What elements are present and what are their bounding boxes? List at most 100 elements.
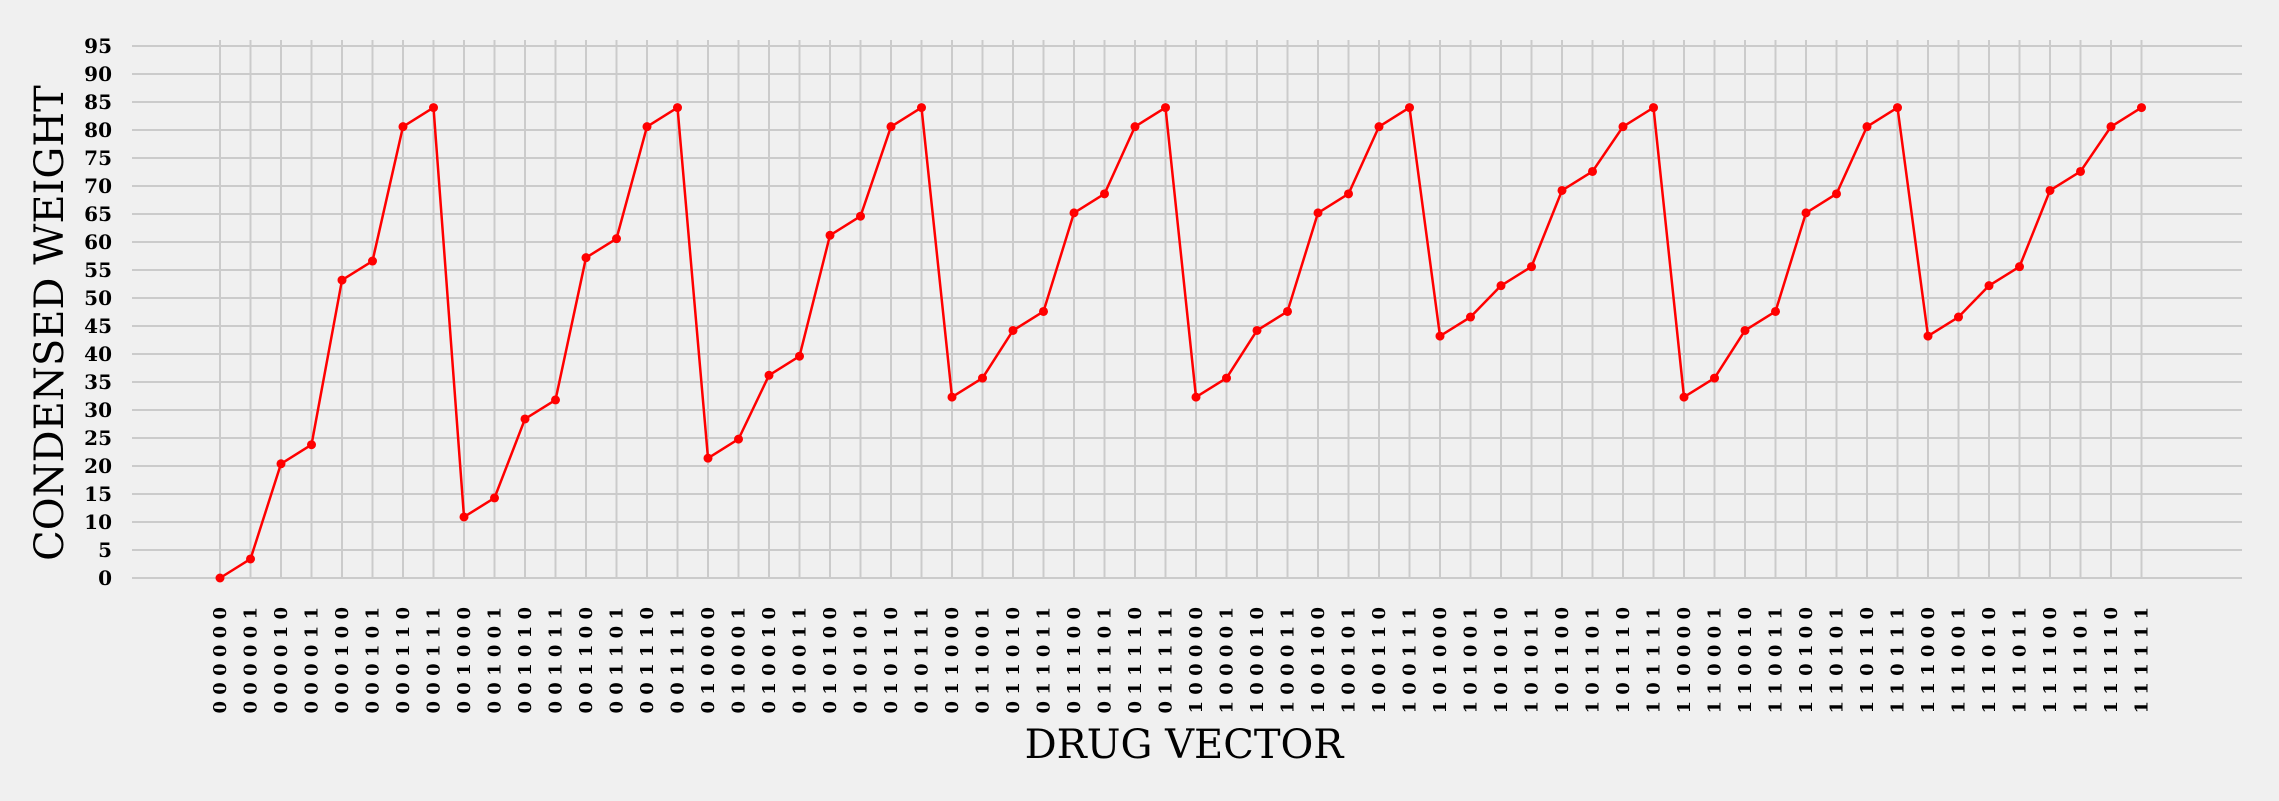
y-tick-label: 5	[98, 538, 112, 562]
data-point	[1527, 262, 1536, 272]
data-points	[215, 103, 2146, 583]
x-tick-label: 1 0 0 1 0 0	[1308, 607, 1329, 713]
x-tick-label: 1 0 0 0 1 0	[1247, 607, 1268, 713]
data-point	[2015, 262, 2024, 272]
data-point	[398, 122, 408, 132]
x-tick-label: 1 1 1 1 1 0	[2101, 607, 2122, 713]
y-tick-label: 0	[98, 566, 112, 590]
x-tick-label: 1 0 1 1 1 0	[1613, 607, 1634, 713]
series-line	[219, 106, 2143, 580]
x-tick-label: 0 1 0 1 1 1	[912, 607, 933, 713]
x-tick-label: 1 0 1 0 0 0	[1430, 607, 1451, 713]
data-point	[1466, 312, 1475, 322]
y-tick-label: 30	[84, 398, 112, 422]
data-point	[246, 554, 255, 564]
x-tick-labels: 0 0 0 0 0 0 0 0 0 0 0 1 0 0 0 0 1 0 0 0 0 0…	[210, 607, 2153, 713]
data-point	[2045, 185, 2055, 195]
x-tick-label: 0 0 0 0 1 0	[271, 607, 292, 713]
x-tick-label: 0 1 1 0 0 1	[973, 607, 994, 713]
x-tick-label: 0 0 0 0 0 1	[241, 607, 262, 713]
x-tick-label: 1 0 0 1 0 1	[1339, 607, 1360, 713]
y-tick-label: 80	[84, 118, 112, 142]
data-point	[612, 234, 621, 244]
x-tick-label: 1 0 1 1 1 1	[1644, 607, 1665, 713]
x-tick-label: 1 1 0 0 1 0	[1735, 607, 1756, 713]
data-point	[581, 253, 591, 263]
data-point	[673, 103, 682, 113]
data-point	[1313, 208, 1323, 218]
grid	[132, 40, 2242, 579]
x-tick-label: 0 0 1 1 1 1	[668, 607, 689, 713]
x-tick-label: 1 0 0 1 1 0	[1369, 607, 1390, 713]
data-point	[1740, 325, 1750, 335]
data-point	[337, 275, 347, 285]
x-tick-label: 0 0 1 0 1 1	[546, 607, 567, 713]
y-tick-labels: 0 5 10 15 20 25 30 35 40 45 50 55 60 65 70 75 80 85 90 95	[84, 34, 112, 590]
data-point	[917, 103, 926, 113]
data-point	[1801, 208, 1811, 218]
x-tick-label: 0 1 0 1 0 0	[820, 607, 841, 713]
data-point	[1008, 325, 1018, 335]
data-point	[276, 459, 286, 469]
y-tick-label: 35	[84, 370, 112, 394]
data-point	[307, 440, 316, 450]
x-tick-label: 1 1 0 0 0 1	[1705, 607, 1726, 713]
y-axis-label: CONDENSED WEIGHT	[27, 85, 73, 561]
x-tick-label: 0 0 0 0 1 1	[302, 607, 323, 713]
x-tick-label: 0 0 1 1 0 0	[576, 607, 597, 713]
data-point	[368, 256, 377, 266]
data-point	[1649, 103, 1658, 113]
data-point	[1344, 189, 1353, 199]
x-tick-label: 0 1 0 1 1 0	[881, 607, 902, 713]
data-point	[459, 512, 469, 522]
data-point	[1862, 122, 1872, 132]
data-point	[1618, 122, 1628, 132]
data-point	[825, 230, 835, 240]
data-point	[490, 493, 499, 503]
y-tick-label: 65	[84, 202, 112, 226]
data-point	[642, 122, 652, 132]
data-point	[1405, 103, 1414, 113]
data-point	[520, 414, 530, 424]
data-point	[1710, 373, 1719, 383]
x-tick-label: 0 0 0 0 0 0	[210, 607, 231, 713]
x-tick-label: 0 0 1 1 0 1	[607, 607, 628, 713]
y-tick-label: 90	[84, 62, 112, 86]
x-tick-label: 1 0 1 0 1 0	[1491, 607, 1512, 713]
x-tick-label: 1 0 1 1 0 0	[1552, 607, 1573, 713]
x-tick-label: 1 1 1 0 0 0	[1918, 607, 1939, 713]
y-tick-label: 15	[84, 482, 112, 506]
x-tick-label: 1 1 0 1 0 0	[1796, 607, 1817, 713]
y-tick-label: 70	[84, 174, 112, 198]
data-point	[1191, 392, 1201, 402]
y-tick-label: 60	[84, 230, 112, 254]
data-point	[1588, 166, 1597, 176]
data-point	[1923, 331, 1933, 341]
data-point	[1893, 103, 1902, 113]
x-tick-label: 0 1 0 1 0 1	[851, 607, 872, 713]
data-point	[978, 373, 987, 383]
x-tick-label: 1 1 1 0 1 1	[2010, 607, 2031, 713]
data-point	[1252, 325, 1262, 335]
x-tick-label: 0 1 1 1 0 1	[1095, 607, 1116, 713]
x-tick-label: 0 1 1 1 0 0	[1064, 607, 1085, 713]
y-tick-label: 50	[84, 286, 112, 310]
data-point	[1679, 392, 1689, 402]
x-tick-label: 0 0 0 1 0 0	[332, 607, 353, 713]
x-tick-label: 1 1 0 0 1 1	[1766, 607, 1787, 713]
x-tick-label: 0 1 0 0 0 1	[729, 607, 750, 713]
y-tick-label: 20	[84, 454, 112, 478]
x-tick-label: 1 1 0 1 0 1	[1827, 607, 1848, 713]
x-axis-label: DRUG VECTOR	[1025, 722, 1346, 768]
x-tick-label: 0 0 0 1 0 1	[363, 607, 384, 713]
data-point	[1283, 306, 1292, 316]
data-point	[1069, 208, 1079, 218]
x-tick-label: 1 0 0 0 1 1	[1278, 607, 1299, 713]
x-tick-label: 0 0 1 1 1 0	[637, 607, 658, 713]
x-tick-label: 0 0 1 0 0 1	[485, 607, 506, 713]
x-tick-label: 1 0 1 0 1 1	[1522, 607, 1543, 713]
x-tick-label: 1 0 1 0 0 1	[1461, 607, 1482, 713]
x-tick-label: 1 1 1 0 0 1	[1949, 607, 1970, 713]
x-tick-label: 0 1 1 1 1 0	[1125, 607, 1146, 713]
